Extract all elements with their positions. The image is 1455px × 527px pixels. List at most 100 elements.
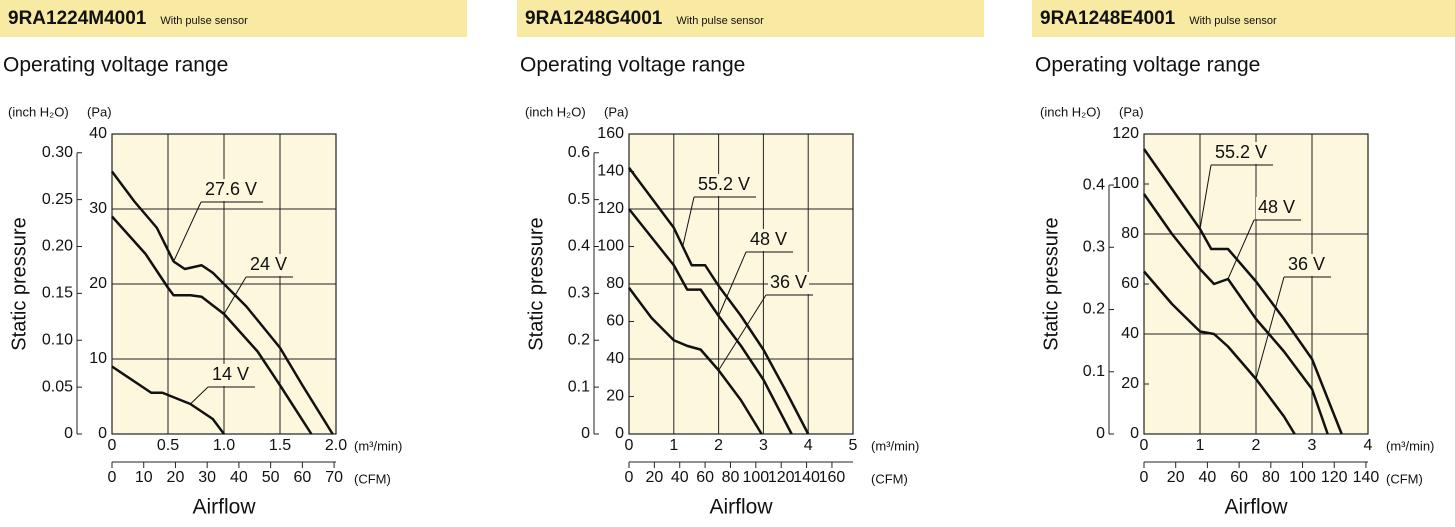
y2-tick-label: 0.2 <box>1083 301 1105 318</box>
y2-unit: (inch H₂O) <box>8 104 69 119</box>
y-tick-label: 60 <box>1121 275 1139 292</box>
y-tick-label: 60 <box>606 313 624 330</box>
label-leader <box>718 294 767 371</box>
x-tick-label: 0 <box>625 437 634 454</box>
x-tick-label: 1.5 <box>269 437 291 454</box>
curve <box>111 215 313 435</box>
curve-label: 14 V <box>212 364 249 384</box>
x2-tick-label: 60 <box>696 469 714 486</box>
x2-tick-label: 120 <box>1321 469 1348 486</box>
x2-tick-label: 0 <box>108 469 117 486</box>
y2-tick-label: 0.10 <box>42 331 73 348</box>
x2-tick-label: 100 <box>742 469 769 486</box>
x2-tick-label: 0 <box>1140 469 1149 486</box>
x2-tick-label: 140 <box>793 469 820 486</box>
y-axis-label: Static pressure <box>1040 217 1062 350</box>
x2-tick-label: 30 <box>198 469 216 486</box>
x-axis-label: Airflow <box>1224 496 1288 519</box>
x-tick-label: 4 <box>804 437 813 454</box>
label-leader <box>1227 219 1255 280</box>
title-note: With pulse sensor <box>676 15 764 27</box>
y2-tick-label: 0.30 <box>42 144 73 161</box>
plot-frame <box>628 133 854 435</box>
header-band <box>1032 0 1455 37</box>
label-bg <box>248 254 290 276</box>
y2-tick-label: 0.20 <box>42 238 73 255</box>
curve-label: 36 V <box>770 272 807 292</box>
label-bg <box>210 364 252 386</box>
x2-tick-label: 40 <box>671 469 689 486</box>
x2-tick-label: 160 <box>819 469 846 486</box>
subtitle: Operating voltage range <box>520 54 745 77</box>
header-band <box>0 0 467 37</box>
y-tick-label: 140 <box>597 163 624 180</box>
y-tick-label: 0 <box>1130 425 1139 442</box>
x2-tick-label: 80 <box>722 469 740 486</box>
y2-tick-label: 0.1 <box>568 378 590 395</box>
curve <box>627 287 763 435</box>
y2-tick-label: 0.5 <box>568 191 590 208</box>
label-bg <box>748 229 790 251</box>
y-tick-label: 20 <box>89 275 107 292</box>
x2-tick-label: 20 <box>1167 469 1185 486</box>
x2-unit: (CFM) <box>1386 471 1423 486</box>
y2-tick-label: 0.4 <box>568 238 590 255</box>
x2-tick-label: 60 <box>293 469 311 486</box>
label-bg <box>203 179 260 201</box>
title-note: With pulse sensor <box>1189 15 1277 27</box>
x2-tick-label: 80 <box>1262 469 1280 486</box>
curve-label: 36 V <box>1288 254 1325 274</box>
label-bg <box>696 174 753 196</box>
x-tick-label: 2.0 <box>325 437 347 454</box>
curve <box>111 365 226 435</box>
y-tick-label: 120 <box>1112 125 1139 142</box>
y2-tick-label: 0.6 <box>568 144 590 161</box>
y2-tick-label: 0 <box>581 425 590 442</box>
x2-tick-label: 40 <box>1199 469 1217 486</box>
x-tick-label: 2 <box>714 437 723 454</box>
x-unit: (m³/min) <box>1386 438 1434 453</box>
curve <box>1142 148 1343 435</box>
y-tick-label: 160 <box>597 125 624 142</box>
x-unit: (m³/min) <box>354 438 402 453</box>
x2-unit: (CFM) <box>354 471 391 486</box>
y2-unit: (inch H₂O) <box>525 104 586 119</box>
subtitle: Operating voltage range <box>3 54 228 77</box>
y-tick-label: 120 <box>597 200 624 217</box>
x-tick-label: 2 <box>1252 437 1261 454</box>
curve-label: 24 V <box>250 254 287 274</box>
y2-tick-label: 0.2 <box>568 331 590 348</box>
x-axis-label: Airflow <box>192 496 256 519</box>
x2-tick-label: 0 <box>625 469 634 486</box>
x-tick-label: 3 <box>1308 437 1317 454</box>
label-leader <box>190 386 209 405</box>
x-unit: (m³/min) <box>871 438 919 453</box>
y2-tick-label: 0 <box>64 425 73 442</box>
curve <box>627 167 810 435</box>
x-tick-label: 4 <box>1364 437 1373 454</box>
label-leader <box>173 201 202 262</box>
curve <box>1143 270 1296 435</box>
x2-tick-label: 140 <box>1353 469 1380 486</box>
label-bg <box>768 272 810 294</box>
y-tick-label: 20 <box>606 388 624 405</box>
y-tick-label: 40 <box>89 125 107 142</box>
x-tick-label: 0.5 <box>157 437 179 454</box>
x2-tick-label: 40 <box>230 469 248 486</box>
y2-tick-label: 0.3 <box>568 285 590 302</box>
y-tick-label: 20 <box>1121 375 1139 392</box>
x-tick-label: 1 <box>1196 437 1205 454</box>
x-axis-label: Airflow <box>709 496 773 519</box>
label-bg <box>1286 254 1328 276</box>
y2-tick-label: 0.4 <box>1083 176 1105 193</box>
y2-tick-label: 0.1 <box>1083 363 1105 380</box>
curve-label: 55.2 V <box>1215 142 1267 162</box>
x2-tick-label: 50 <box>262 469 280 486</box>
curve-label: 55.2 V <box>698 174 750 194</box>
label-leader <box>1199 164 1212 230</box>
x2-tick-label: 120 <box>768 469 795 486</box>
label-leader <box>1255 276 1285 380</box>
x2-tick-label: 70 <box>325 469 343 486</box>
y-tick-label: 40 <box>606 350 624 367</box>
